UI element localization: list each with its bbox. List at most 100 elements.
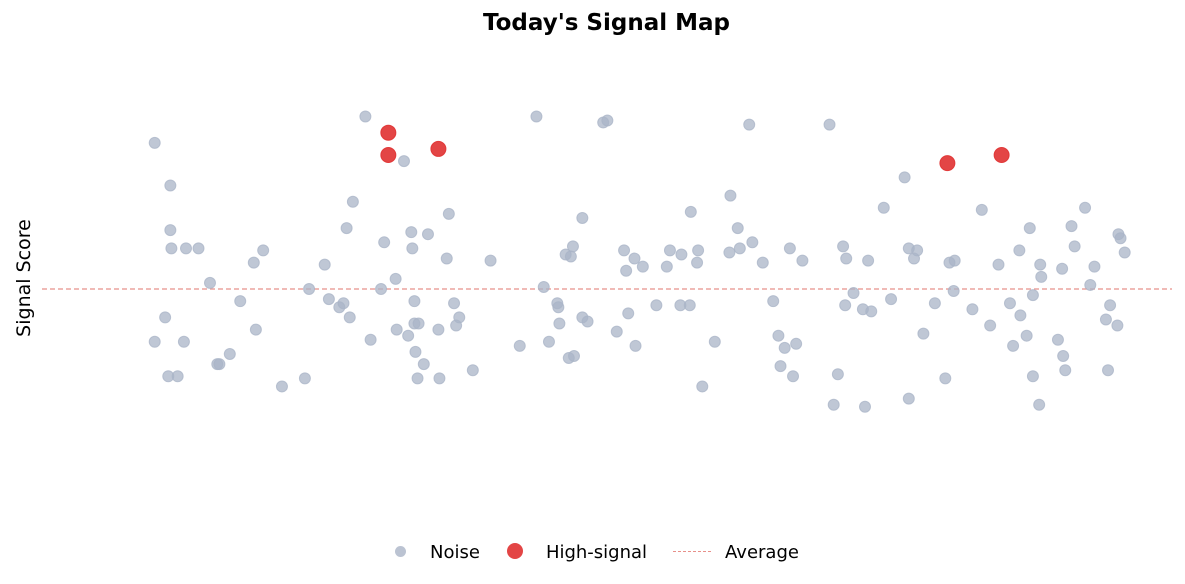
noise-point: [485, 255, 496, 266]
noise-point: [773, 330, 784, 341]
noise-point: [422, 229, 433, 240]
noise-point: [828, 399, 839, 410]
noise-point: [567, 241, 578, 252]
noise-point: [319, 259, 330, 270]
noise-marker-icon: [390, 542, 416, 562]
noise-point: [538, 281, 549, 292]
high-signal-marker-icon: [506, 542, 532, 562]
noise-point: [1060, 365, 1071, 376]
noise-point: [565, 251, 576, 262]
noise-point: [1069, 241, 1080, 252]
noise-point: [441, 253, 452, 264]
noise-point: [725, 190, 736, 201]
noise-point: [376, 284, 387, 295]
noise-point: [568, 350, 579, 361]
noise-point: [1004, 298, 1015, 309]
noise-point: [166, 243, 177, 254]
noise-point: [163, 371, 174, 382]
noise-point: [940, 373, 951, 384]
noise-point: [637, 261, 648, 272]
noise-point: [1103, 365, 1114, 376]
noise-point: [454, 312, 465, 323]
noise-point: [149, 336, 160, 347]
noise-point: [788, 371, 799, 382]
noise-point: [838, 241, 849, 252]
noise-point: [1085, 279, 1096, 290]
noise-point: [779, 342, 790, 353]
noise-point: [1036, 271, 1047, 282]
noise-point: [1014, 245, 1025, 256]
noise-point: [747, 237, 758, 248]
noise-point: [165, 180, 176, 191]
noise-point: [630, 340, 641, 351]
noise-point: [1024, 223, 1035, 234]
noise-point: [365, 334, 376, 345]
noise-point: [621, 265, 632, 276]
noise-point: [338, 298, 349, 309]
noise-point: [413, 318, 424, 329]
high-signal-point: [431, 141, 446, 156]
noise-point: [299, 373, 310, 384]
average-line-icon: [673, 542, 711, 562]
legend: Noise High-signal Average: [390, 538, 825, 566]
noise-point: [434, 373, 445, 384]
noise-point: [341, 223, 352, 234]
noise-point: [235, 296, 246, 307]
legend-item-average: Average: [673, 542, 799, 563]
noise-point: [734, 243, 745, 254]
noise-point: [651, 300, 662, 311]
noise-point: [409, 296, 420, 307]
noise-point: [1119, 247, 1130, 258]
noise-point: [841, 253, 852, 264]
noise-point: [178, 336, 189, 347]
noise-point: [1100, 314, 1111, 325]
noise-point: [360, 111, 371, 122]
noise-point: [1057, 263, 1068, 274]
noise-point: [379, 237, 390, 248]
noise-point: [661, 261, 672, 272]
legend-label-average: Average: [725, 542, 799, 563]
noise-point: [1021, 330, 1032, 341]
noise-point: [304, 284, 315, 295]
noise-point: [323, 294, 334, 305]
noise-point: [418, 359, 429, 370]
high-signal-point: [994, 148, 1009, 163]
noise-point: [768, 296, 779, 307]
noise-point: [709, 336, 720, 347]
noise-point: [732, 223, 743, 234]
noise-point: [347, 196, 358, 207]
noise-point: [848, 288, 859, 299]
noise-point: [899, 172, 910, 183]
noise-point: [623, 308, 634, 319]
noise-point: [410, 346, 421, 357]
noise-point: [443, 208, 454, 219]
noise-point: [744, 119, 755, 130]
noise-point: [412, 373, 423, 384]
noise-point: [193, 243, 204, 254]
noise-point: [611, 326, 622, 337]
noise-point: [403, 330, 414, 341]
noise-point: [1105, 300, 1116, 311]
noise-point: [791, 338, 802, 349]
noise-point: [985, 320, 996, 331]
noise-point: [903, 393, 914, 404]
noise-point: [684, 300, 695, 311]
noise-point: [929, 298, 940, 309]
noise-point: [697, 381, 708, 392]
noise-point: [664, 245, 675, 256]
noise-point: [514, 340, 525, 351]
noise-point: [863, 255, 874, 266]
noise-point: [344, 312, 355, 323]
noise-point: [1058, 350, 1069, 361]
noise-point: [693, 245, 704, 256]
noise-point: [467, 365, 478, 376]
noise-point: [1052, 334, 1063, 345]
noise-point: [878, 202, 889, 213]
legend-label-noise: Noise: [430, 542, 480, 563]
noise-point: [976, 204, 987, 215]
noise-point: [160, 312, 171, 323]
noise-point: [1027, 371, 1038, 382]
noise-point: [1034, 399, 1045, 410]
noise-point: [912, 245, 923, 256]
